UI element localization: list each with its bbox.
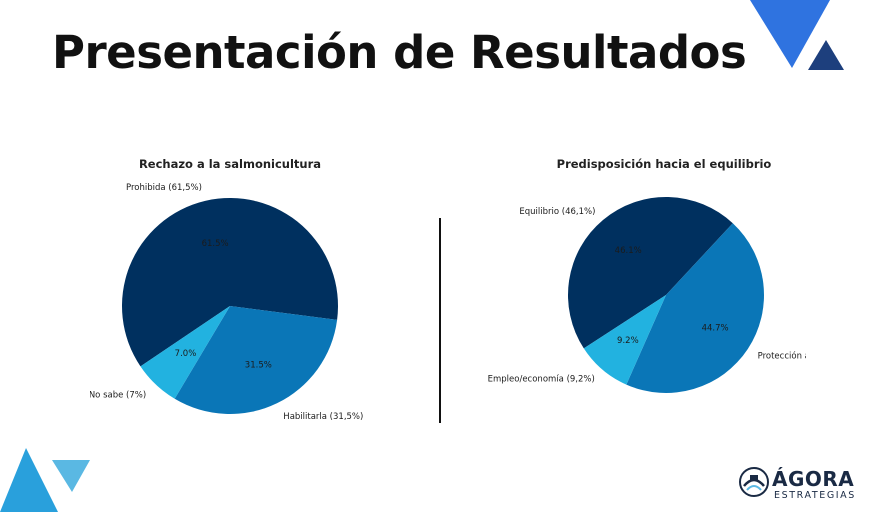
- decorative-triangles-bottom-left: [0, 448, 90, 512]
- page-title: Presentación de Resultados: [52, 26, 747, 79]
- pie-pct-label-no-sabe: 7.0%: [175, 349, 197, 359]
- pie-legend-label-no-sabe: No sabe (7%): [90, 391, 146, 401]
- pie-pct-label-empleo-economia: 9.2%: [617, 336, 639, 346]
- pie-slice-prohibida: [122, 198, 338, 367]
- pie-chart-predisposicion: Predisposición hacia el equilibrio 46.1% E…: [488, 157, 806, 393]
- pie-slice-habilitarla: [174, 306, 338, 414]
- brand-name: ÁGORA: [772, 467, 855, 491]
- deco-triangle-small: [808, 40, 844, 70]
- brand-tagline: ESTRATEGIAS: [774, 490, 856, 501]
- pie-slice-proteccion-ambiental: [626, 223, 764, 393]
- deco-triangle-large: [0, 448, 58, 512]
- pie-slice-empleo-economia: [583, 295, 666, 385]
- pie-legend-label-empleo-economia: Empleo/economía (9,2%): [488, 375, 595, 385]
- pie-slice-equilibrio: [568, 197, 733, 349]
- decorative-triangles-top-right: [750, 0, 844, 70]
- deco-triangle-small: [52, 460, 90, 492]
- pie-pct-label-prohibida: 61.5%: [202, 239, 229, 249]
- deco-triangle-large: [750, 0, 830, 68]
- agora-logo-icon: [739, 467, 769, 497]
- pie-slice-no-sabe: [140, 306, 230, 399]
- pie-legend-label-proteccion-ambiental: Protección ambiental (44,7%): [758, 350, 806, 361]
- pie-legend-label-habilitarla: Habilitarla (31,5%): [283, 412, 363, 422]
- pie-pct-label-equilibrio: 46.1%: [615, 246, 642, 256]
- pie-pct-label-habilitarla: 31.5%: [245, 360, 272, 370]
- pie-chart-rechazo: Rechazo a la salmonicultura 61.5% Prohibid…: [90, 157, 363, 422]
- chart-title: Predisposición hacia el equilibrio: [557, 157, 772, 171]
- pie-legend-label-equilibrio: Equilibrio (46,1%): [519, 207, 595, 217]
- pie-legend-label-prohibida: Prohibida (61,5%): [126, 183, 202, 193]
- chart-title: Rechazo a la salmonicultura: [139, 157, 321, 171]
- chart-divider: [439, 218, 441, 423]
- pie-pct-label-proteccion-ambiental: 44.7%: [702, 323, 729, 333]
